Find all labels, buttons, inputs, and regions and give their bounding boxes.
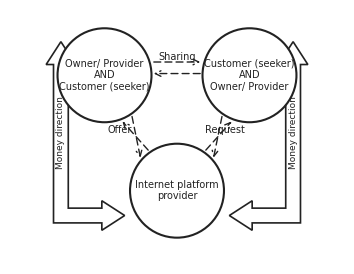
- Text: Customer (seeker)
AND
Owner/ Provider: Customer (seeker) AND Owner/ Provider: [204, 59, 295, 92]
- Circle shape: [130, 144, 224, 238]
- Text: Money direction: Money direction: [289, 96, 298, 169]
- Text: Offer: Offer: [107, 125, 131, 135]
- Circle shape: [202, 28, 296, 122]
- Text: Internet platform
provider: Internet platform provider: [135, 180, 219, 201]
- Polygon shape: [46, 42, 125, 230]
- Text: Request: Request: [205, 125, 245, 135]
- Polygon shape: [229, 42, 308, 230]
- Text: Owner/ Provider
AND
Customer (seeker): Owner/ Provider AND Customer (seeker): [59, 59, 150, 92]
- Circle shape: [58, 28, 152, 122]
- Text: Sharing: Sharing: [158, 52, 196, 62]
- Text: Money direction: Money direction: [56, 96, 65, 169]
